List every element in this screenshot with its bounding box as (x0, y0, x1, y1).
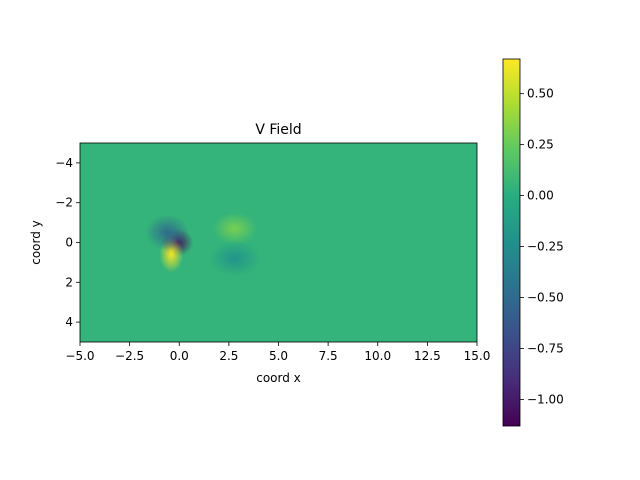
x-tick-label: 15.0 (464, 349, 491, 363)
x-tick-label: 2.5 (219, 349, 238, 363)
colorbar-tick-label: 0.25 (527, 138, 554, 152)
x-tick-label: 0.0 (170, 349, 189, 363)
colorbar-tick-label: 0.00 (527, 189, 554, 203)
x-tick-label: 7.5 (319, 349, 338, 363)
x-tick-label: 5.0 (269, 349, 288, 363)
field-feature (145, 214, 190, 251)
heatmap-background (80, 143, 477, 342)
colorbar-ticks: 0.50 0.25 0.00 −0.25 −0.50 −0.75 −1.00 (520, 87, 564, 406)
x-tick-label: −2.5 (115, 349, 144, 363)
y-tick-label: 0 (65, 236, 73, 250)
x-axis-ticks: −5.0 −2.5 0.0 2.5 5.0 7.5 10.0 12.5 15.0 (65, 342, 490, 363)
colorbar-tick-label: −1.00 (527, 392, 564, 406)
colorbar-tick-label: −0.50 (527, 291, 564, 305)
y-tick-label: 2 (65, 275, 73, 289)
colorbar-tick-label: −0.75 (527, 342, 564, 356)
field-feature (212, 212, 257, 245)
x-tick-label: 10.0 (364, 349, 391, 363)
heatmap-field (80, 143, 477, 342)
x-axis-label: coord x (256, 371, 301, 385)
colorbar (502, 58, 521, 427)
field-feature (208, 240, 261, 277)
y-tick-label: 4 (65, 315, 73, 329)
y-tick-label: −2 (55, 196, 73, 210)
x-tick-label: 12.5 (414, 349, 441, 363)
x-tick-label: −5.0 (65, 349, 94, 363)
colorbar-tick-label: 0.50 (527, 87, 554, 101)
y-axis-label: coord y (29, 220, 43, 265)
y-axis-ticks: −4 −2 0 2 4 (55, 156, 80, 329)
chart-title: V Field (255, 122, 301, 138)
colorbar-tick-label: −0.25 (527, 240, 564, 254)
y-tick-label: −4 (55, 156, 73, 170)
